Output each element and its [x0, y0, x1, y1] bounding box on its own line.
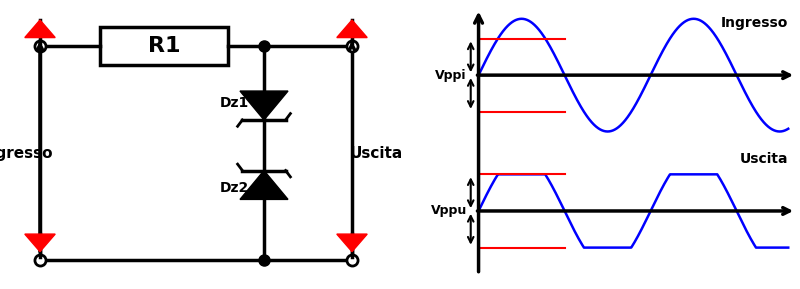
Text: R1: R1: [148, 36, 180, 56]
Polygon shape: [25, 234, 55, 252]
Text: Uscita: Uscita: [740, 152, 788, 166]
Polygon shape: [337, 20, 367, 38]
Text: Vppu: Vppu: [430, 205, 467, 217]
Polygon shape: [25, 20, 55, 38]
Polygon shape: [240, 91, 288, 120]
Polygon shape: [240, 171, 288, 199]
FancyBboxPatch shape: [100, 27, 228, 65]
Text: Dz2: Dz2: [219, 181, 249, 195]
Text: Vppi: Vppi: [435, 69, 467, 81]
Text: Ingresso: Ingresso: [0, 146, 53, 161]
Text: Dz1: Dz1: [219, 96, 249, 110]
Polygon shape: [337, 234, 367, 252]
Text: Ingresso: Ingresso: [721, 16, 788, 30]
Text: Uscita: Uscita: [350, 146, 402, 161]
